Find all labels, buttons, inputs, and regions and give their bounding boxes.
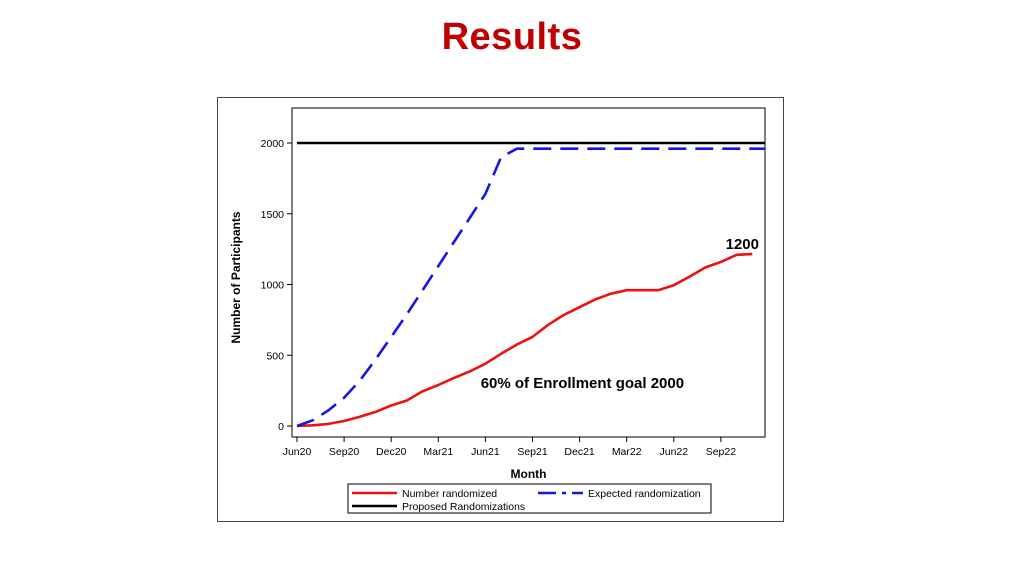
series-line-number-randomized (296, 252, 753, 428)
legend-box (347, 483, 712, 514)
legend-label: Proposed Randomizations (402, 501, 525, 513)
x-tick-label: Sep21 (517, 446, 548, 458)
x-tick-label: Sep20 (329, 446, 360, 458)
slide-title: Results (441, 16, 583, 58)
legend-label: Number randomized (402, 488, 497, 500)
axes: 0 500 1000 1500 2000 Jun20 Sep20 Dec20 Mar21 Jun2… (229, 107, 766, 481)
series-lines (296, 141, 765, 428)
y-tick-label: 500 (266, 350, 284, 362)
annotation-label: 60% of Enrollment goal 2000 (481, 375, 684, 392)
annotations: 1200 60% of Enrollment goal 2000 (481, 236, 759, 392)
legend-label: Expected randomization (588, 488, 701, 500)
x-tick-label: Mar22 (612, 446, 642, 458)
line-chart: 0 500 1000 1500 2000 Jun20 Sep20 Dec20 Mar21 Jun2… (229, 107, 766, 514)
y-tick-label: 0 (278, 421, 284, 433)
chart-frame: 0 500 1000 1500 2000 Jun20 Sep20 Dec20 Mar21 Jun2… (217, 97, 784, 522)
y-tick-label: 1000 (261, 280, 285, 292)
x-tick-label: Jun22 (659, 446, 688, 458)
y-tick-label: 1500 (261, 209, 285, 221)
plot-area-border (291, 107, 766, 438)
y-tick-label: 2000 (261, 138, 285, 150)
x-axis-title: Month (511, 467, 547, 481)
x-tick-label: Sep22 (706, 446, 737, 458)
legend: Number randomized Expected randomization P… (347, 483, 712, 514)
x-tick-label: Dec21 (564, 446, 595, 458)
y-axis-title: Number of Participants (229, 211, 243, 343)
x-tick-label: Jun21 (471, 446, 500, 458)
x-tick-label: Jun20 (283, 446, 312, 458)
x-tick-label: Mar21 (423, 446, 453, 458)
annotation-label: 1200 (726, 236, 759, 253)
x-tick-label: Dec20 (376, 446, 407, 458)
